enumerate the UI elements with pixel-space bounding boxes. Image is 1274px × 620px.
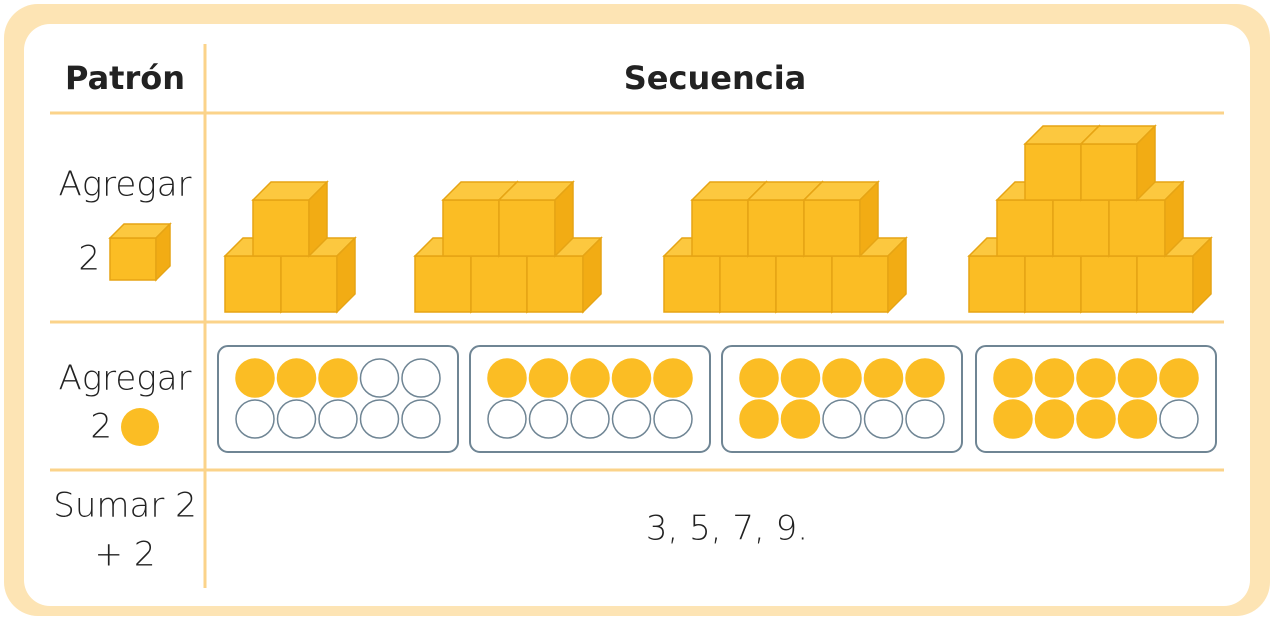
- row-label: Agregar: [58, 165, 191, 205]
- filled-dot: [780, 399, 821, 439]
- filled-dot: [318, 358, 358, 398]
- empty-dot: [1159, 399, 1199, 439]
- empty-dot: [528, 399, 569, 439]
- cube-figure: [967, 124, 1213, 314]
- filled-dot: [993, 358, 1033, 398]
- frame-box: [469, 345, 711, 453]
- filled-dot: [1076, 358, 1116, 398]
- cube-front: [831, 255, 889, 313]
- row-amount: 2: [90, 407, 112, 447]
- empty-dot: [276, 399, 317, 439]
- empty-dot: [359, 358, 400, 398]
- empty-dot: [235, 399, 275, 439]
- filled-dot: [739, 358, 779, 398]
- empty-dot: [359, 399, 400, 439]
- filled-dot: [1117, 358, 1158, 398]
- row-label: Sumar 2: [53, 486, 197, 526]
- empty-dot: [487, 399, 527, 439]
- cube-front: [526, 255, 584, 313]
- empty-dot: [611, 399, 652, 439]
- filled-dot: [1117, 399, 1158, 439]
- cube-front: [1052, 199, 1110, 257]
- filled-dot: [611, 358, 652, 398]
- filled-dot: [905, 358, 945, 398]
- cube-front: [719, 255, 777, 313]
- cube-front: [414, 255, 472, 313]
- empty-dot: [863, 399, 904, 439]
- cube-side: [582, 236, 602, 314]
- filled-dot: [822, 358, 862, 398]
- cube-side: [554, 180, 574, 258]
- cube-front: [1080, 255, 1138, 313]
- cube-icon: [108, 222, 172, 282]
- cube-side: [1136, 124, 1156, 202]
- cube-front: [252, 199, 310, 257]
- cube-front: [747, 199, 805, 257]
- empty-dot: [401, 358, 441, 398]
- filled-dot: [780, 358, 821, 398]
- empty-dot: [822, 399, 862, 439]
- cube-front: [442, 199, 500, 257]
- cube-front: [1136, 255, 1194, 313]
- filled-dot: [1034, 358, 1075, 398]
- cube-side: [1192, 236, 1212, 314]
- header-sequence: Secuencia: [624, 59, 807, 97]
- filled-dot: [570, 358, 610, 398]
- filled-dot: [1159, 358, 1199, 398]
- filled-dot: [235, 358, 275, 398]
- ten-frame: [975, 345, 1217, 453]
- header-pattern: Patrón: [65, 59, 185, 97]
- cube-front: [775, 255, 833, 313]
- sequence-text: 3, 5, 7, 9.: [646, 509, 808, 549]
- filled-dot: [276, 358, 317, 398]
- cube-figure: [662, 180, 908, 314]
- filled-dot: [739, 399, 779, 439]
- dot-icon: [121, 408, 159, 446]
- cube-front: [1024, 143, 1082, 201]
- cube-side: [887, 236, 907, 314]
- cube-front: [280, 255, 338, 313]
- cube-front: [498, 199, 556, 257]
- row-label: Agregar: [58, 359, 191, 399]
- cube-side: [336, 236, 356, 314]
- filled-dot: [1076, 399, 1116, 439]
- cube-front: [803, 199, 861, 257]
- filled-dot: [528, 358, 569, 398]
- empty-dot: [570, 399, 610, 439]
- cube-figure: [223, 180, 357, 314]
- panel: [24, 24, 1250, 606]
- cube-side: [1164, 180, 1184, 258]
- filled-dot: [863, 358, 904, 398]
- cube-front: [1080, 143, 1138, 201]
- frame-box: [721, 345, 963, 453]
- ten-frame: [721, 345, 963, 453]
- empty-dot: [905, 399, 945, 439]
- cube-front: [1108, 199, 1166, 257]
- frame-box: [217, 345, 459, 453]
- ten-frame: [217, 345, 459, 453]
- cube-side: [859, 180, 879, 258]
- cube-front: [663, 255, 721, 313]
- row-amount: + 2: [95, 535, 156, 575]
- cube-side: [308, 180, 328, 258]
- row-amount: 2: [78, 239, 100, 279]
- filled-dot: [653, 358, 693, 398]
- filled-dot: [993, 399, 1033, 439]
- frame-box: [975, 345, 1217, 453]
- table-lines: [50, 44, 1224, 588]
- empty-dot: [401, 399, 441, 439]
- filled-dot: [487, 358, 527, 398]
- cube-front: [470, 255, 528, 313]
- filled-dot: [1034, 399, 1075, 439]
- cube-front: [968, 255, 1026, 313]
- empty-dot: [318, 399, 358, 439]
- cube-front: [1024, 255, 1082, 313]
- empty-dot: [653, 399, 693, 439]
- cube-figure: [413, 180, 603, 314]
- cube-front: [691, 199, 749, 257]
- cube-front: [996, 199, 1054, 257]
- cube-front: [224, 255, 282, 313]
- ten-frame: [469, 345, 711, 453]
